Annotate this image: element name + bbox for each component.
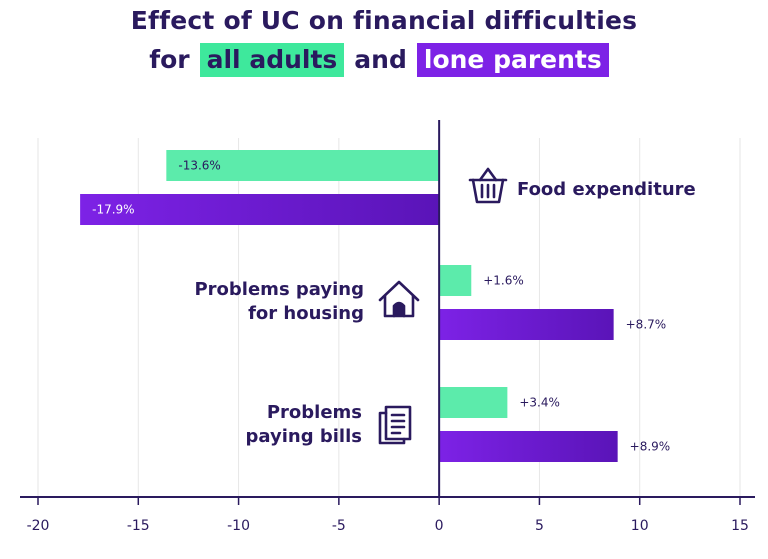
chart-title: Effect of UC on financial difficulties: [130, 6, 638, 35]
bar-highlight: [439, 387, 508, 418]
category-label: Food expenditure: [517, 179, 696, 200]
category-label: Problems: [267, 402, 362, 423]
legend-all-adults: all adults: [199, 43, 345, 77]
data-label: +1.6%: [483, 274, 524, 288]
bar-highlight: [439, 265, 472, 296]
bar-highlight: [166, 150, 440, 181]
data-label: +8.9%: [630, 440, 671, 454]
category-label: Problems paying: [194, 279, 364, 300]
legend-lone-parents: lone parents: [416, 43, 609, 77]
data-label: +8.7%: [626, 318, 667, 332]
chart-axes: -20 -15 -10 -5 0 5 10 15: [20, 120, 755, 534]
x-tick-label: 0: [435, 518, 444, 534]
category-label: for housing: [248, 303, 364, 324]
x-tick-label: -5: [332, 518, 346, 534]
x-tick-label: -20: [27, 518, 50, 534]
bar-all-adults: [439, 265, 472, 296]
data-label: -13.6%: [178, 159, 220, 173]
x-tick-label: -10: [227, 518, 250, 534]
legend-prefix: for: [149, 45, 190, 74]
bar-all-adults: [439, 387, 508, 418]
x-tick-label: 10: [631, 518, 649, 534]
x-tick-label: 15: [731, 518, 749, 534]
bar-lone-parents: [80, 194, 440, 225]
bills-icon: [378, 405, 412, 445]
data-label: -17.9%: [92, 203, 134, 217]
basket-icon: [468, 167, 508, 204]
x-tick-label: 5: [535, 518, 544, 534]
bar-all-adults: [166, 150, 440, 181]
chart-legend: for all adults and lone parents: [0, 43, 768, 77]
bar-lone-parents: [439, 309, 614, 340]
house-icon: [378, 280, 420, 318]
chart-bars: -13.6% +1.6% +3.4% -17.9% +8.7% +8.9%: [80, 150, 670, 462]
x-tick-label: -15: [127, 518, 150, 534]
bar-lone-parents: [439, 431, 618, 462]
category-labels: Food expenditure Problems paying for housi…: [194, 167, 696, 447]
legend-joiner: and: [354, 45, 407, 74]
data-label: +3.4%: [519, 396, 560, 410]
category-label: paying bills: [246, 426, 362, 447]
